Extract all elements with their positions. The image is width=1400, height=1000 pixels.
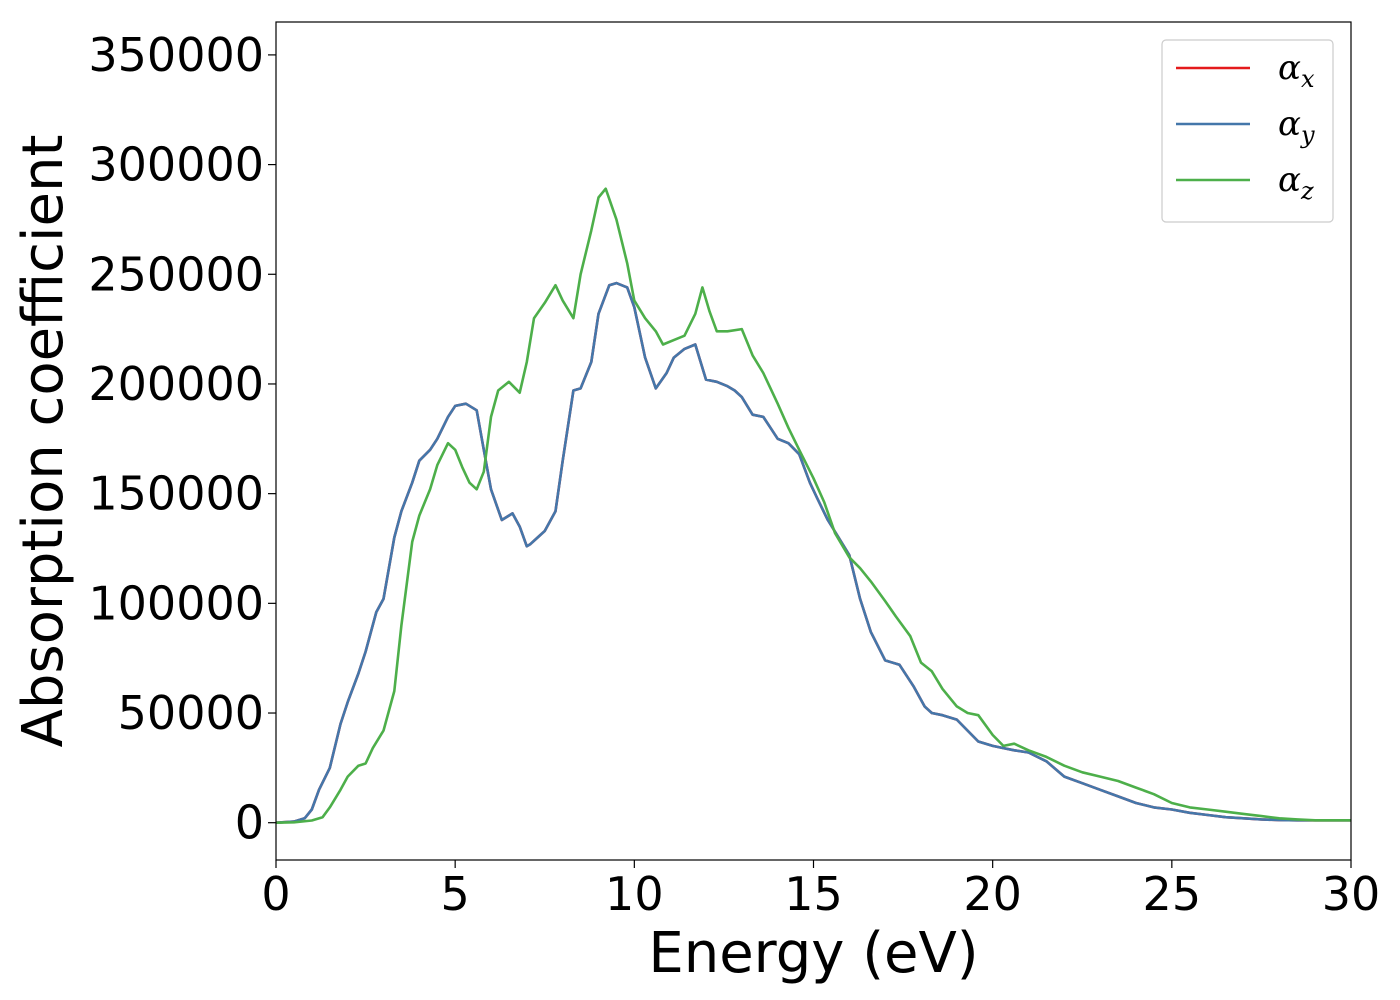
y-tick-label: 100000 [88, 576, 264, 630]
series-line-y [276, 281, 1351, 824]
y-axis: 0 50000 100000 150000 200000 250000 300000 3500… [88, 28, 276, 850]
x-tick-label: 20 [963, 867, 1022, 921]
series-line-z [276, 187, 1351, 824]
x-tick-label: 25 [1143, 867, 1202, 921]
y-tick-label: 250000 [88, 247, 264, 301]
legend-label-x: αx [1278, 48, 1315, 93]
x-tick-label: 10 [605, 867, 664, 921]
series-layer [276, 187, 1351, 824]
legend-box [1161, 39, 1334, 223]
y-tick-label: 0 [235, 796, 264, 850]
legend-label-y: αy [1278, 104, 1315, 149]
y-axis-title: Absorption coefficient [11, 135, 76, 748]
x-tick-label: 0 [261, 867, 290, 921]
x-axis: 0 5 10 15 20 25 30 [261, 860, 1380, 921]
y-tick-label: 50000 [118, 686, 264, 740]
y-tick-label: 350000 [88, 28, 264, 82]
y-tick-label: 300000 [88, 138, 264, 192]
x-tick-label: 5 [441, 867, 470, 921]
y-tick-label: 200000 [88, 357, 264, 411]
series-line-x [276, 281, 1351, 824]
x-axis-title: Energy (eV) [648, 921, 978, 986]
y-tick-label: 150000 [88, 467, 264, 521]
x-tick-label: 15 [784, 867, 843, 921]
x-tick-label: 30 [1322, 867, 1381, 921]
